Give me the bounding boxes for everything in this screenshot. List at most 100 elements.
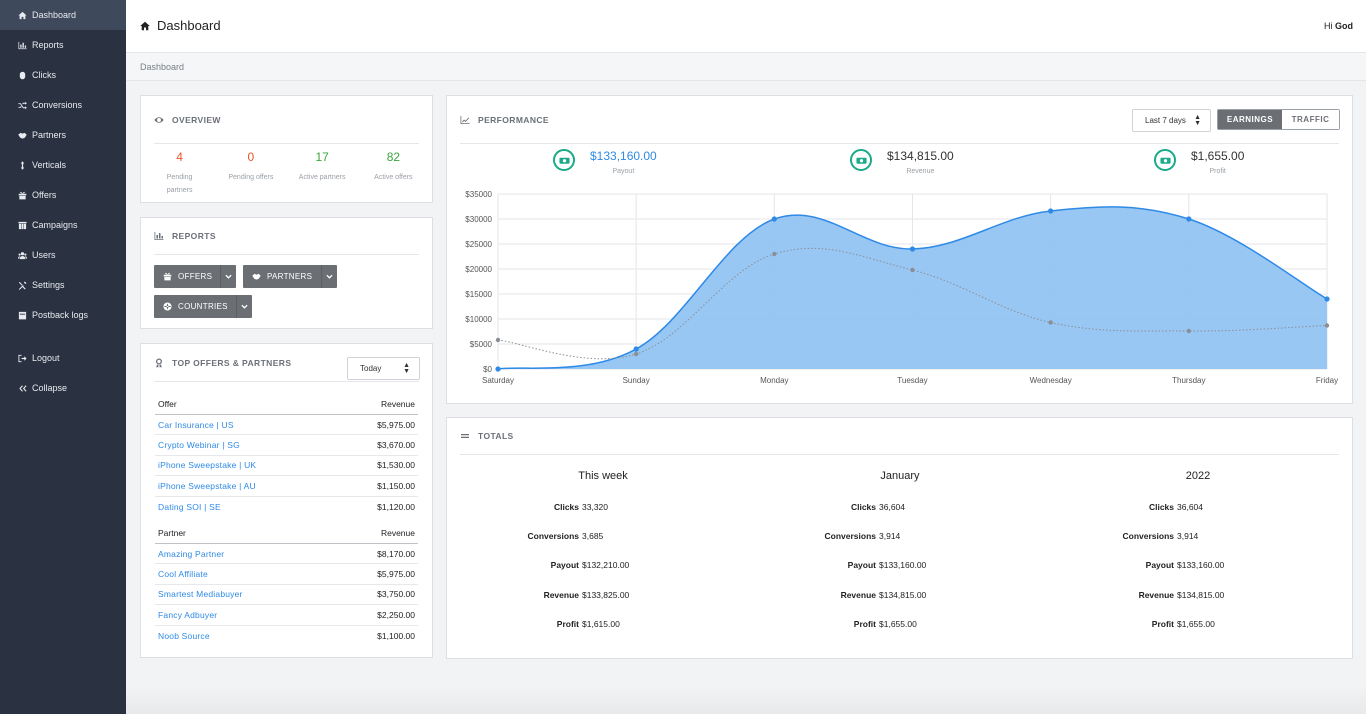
sidebar-item-verticals[interactable]: Verticals [0,150,126,180]
chevron-down-icon[interactable] [321,265,337,288]
sidebar-item-label: Users [32,250,56,260]
revenue-value: $1,150.00 [377,480,415,491]
mouse-icon [17,71,27,80]
x-tick-label: Thursday [1172,376,1205,385]
table-header: Partner Revenue [155,522,418,544]
partner-link[interactable]: Smartest Mediabuyer [158,589,243,600]
totals-metric-label: Clicks [553,502,579,512]
offers-report-button[interactable]: OFFERS [154,265,236,288]
table-row: Smartest Mediabuyer $3,750.00 [155,585,418,606]
earnings-tab[interactable]: EARNINGS [1218,110,1282,129]
sidebar-item-offers[interactable]: Offers [0,180,126,210]
partner-link[interactable]: Fancy Adbuyer [158,609,218,620]
totals-metric-label: Payout [847,560,876,570]
kpi-revenue: $134,815.00 Revenue [850,149,954,175]
x-tick-label: Sunday [623,376,650,385]
shuffle-icon [17,101,27,110]
line-chart-icon [460,115,470,125]
handshake-icon [17,131,27,140]
sidebar: Dashboard Reports Clicks Conversions Par… [0,0,126,714]
sidebar-item-settings[interactable]: Settings [0,270,126,300]
stat-label: Active partners [298,174,346,181]
sidebar-item-label: Settings [32,280,65,290]
kpi-payout: $133,160.00 Payout [553,149,657,175]
offer-link[interactable]: iPhone Sweepstake | AU [158,480,256,491]
top-partners-table: Partner Revenue Amazing Partner $8,170.00… [155,522,418,646]
performance-range-select[interactable]: Last 7 days ▲ ▼ [1132,109,1211,132]
sidebar-item-postback-logs[interactable]: Postback logs [0,300,126,330]
money-icon [1154,149,1176,171]
table-row: Noob Source $1,100.00 [155,626,418,646]
revenue-value: $5,975.00 [377,419,415,430]
partner-link[interactable]: Noob Source [158,630,210,641]
x-tick-label: Monday [760,376,788,385]
totals-metric-value: $133,825.00 [582,590,630,600]
breadcrumb: Dashboard [140,62,185,72]
sidebar-item-reports[interactable]: Reports [0,30,126,60]
stat-active-offers[interactable]: 82 Active offers [358,144,429,197]
performance-panel: PERFORMANCE Last 7 days ▲ ▼ EARNINGS TRAF… [446,95,1353,404]
offer-link[interactable]: Car Insurance | US [158,419,234,430]
totals-metric-value: $134,815.00 [1177,590,1225,600]
revenue-value: $3,670.00 [377,440,415,451]
chevron-down-icon[interactable] [220,265,236,288]
sidebar-item-dashboard[interactable]: Dashboard [0,0,126,30]
overview-stats: 4 Pending partners 0 Pending offers 17 A… [141,144,432,197]
stat-pending-partners[interactable]: 4 Pending partners [144,144,215,197]
offer-link[interactable]: iPhone Sweepstake | UK [158,460,257,471]
table-row: iPhone Sweepstake | AU $1,150.00 [155,476,418,497]
money-icon [850,149,872,171]
sidebar-item-label: Reports [32,40,64,50]
sidebar-item-partners[interactable]: Partners [0,120,126,150]
sidebar-item-campaigns[interactable]: Campaigns [0,210,126,240]
totals-metric-value: 3,914 [879,531,901,541]
partner-link[interactable]: Cool Affiliate [158,569,208,580]
sidebar-item-label: Offers [32,190,57,200]
totals-column-heading: This week [578,470,628,482]
totals-metric-value: 3,914 [1177,531,1199,541]
data-point [771,216,777,222]
collapse-link[interactable]: Collapse [0,373,126,403]
sidebar-item-label: Postback logs [32,310,89,320]
kpi-value: $1,655.00 [1191,149,1245,163]
totals-panel: TOTALS This week Clicks 33,320 Conversions 3… [446,417,1353,659]
totals-metric-label: Payout [550,560,579,570]
breadcrumb-bar: Dashboard [126,53,1366,81]
totals-column-heading: 2022 [1185,470,1211,482]
user-greeting[interactable]: Hi God [1324,21,1353,31]
vertical-arrows-icon [17,160,27,170]
overview-panel: OVERVIEW 4 Pending partners 0 Pending of… [140,95,433,203]
partner-link[interactable]: Amazing Partner [158,548,225,559]
sidebar-item-label: Conversions [32,100,83,110]
stat-active-partners[interactable]: 17 Active partners [287,144,358,197]
data-point [910,267,915,273]
overview-title: OVERVIEW [172,114,221,125]
sidebar-item-clicks[interactable]: Clicks [0,60,126,90]
totals-metric-label: Profit [1151,619,1174,629]
top-range-select[interactable]: Today ▲ ▼ [347,357,420,380]
offer-link[interactable]: Crypto Webinar | SG [158,440,240,451]
traffic-tab[interactable]: TRAFFIC [1282,110,1339,129]
totals-metric-value: 36,604 [879,502,905,512]
performance-title: PERFORMANCE [478,114,549,125]
revenue-value: $1,530.00 [377,460,415,471]
top-offers-partners-title: TOP OFFERS & PARTNERS [172,357,292,368]
data-point [495,366,501,372]
logout-link[interactable]: Logout [0,343,126,373]
column-header-revenue: Revenue [380,527,415,538]
data-point [1324,296,1330,302]
sidebar-item-users[interactable]: Users [0,240,126,270]
column-header-offer: Offer [158,398,177,409]
chevron-down-icon[interactable] [236,295,252,318]
countries-report-button[interactable]: COUNTRIES [154,295,252,318]
logout-label: Logout [32,353,60,363]
y-tick-label: $10000 [465,315,492,324]
totals-metric-label: Payout [1145,560,1174,570]
stat-pending-offers[interactable]: 0 Pending offers [215,144,286,197]
totals-metric-value: $1,615.00 [582,619,620,629]
offer-link[interactable]: Dating SOI | SE [158,501,221,512]
table-row: iPhone Sweepstake | UK $1,530.00 [155,456,418,477]
sidebar-item-label: Verticals [32,160,67,170]
partners-report-button[interactable]: PARTNERS [243,265,337,288]
sidebar-item-conversions[interactable]: Conversions [0,90,126,120]
